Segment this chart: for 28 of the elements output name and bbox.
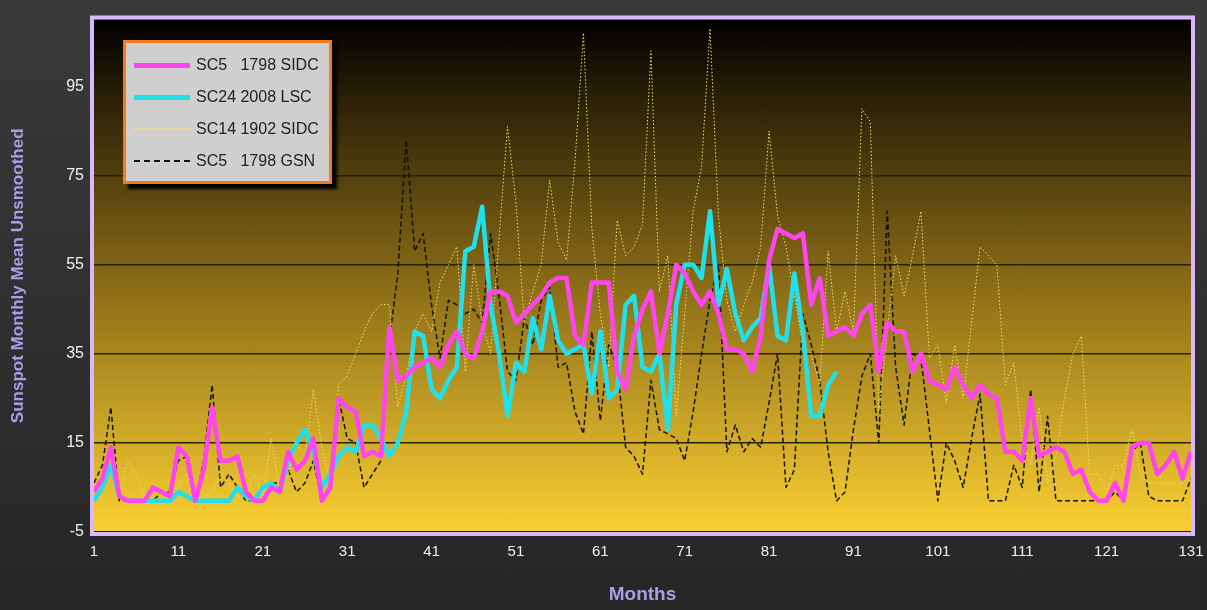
y-tick-label: 35 (66, 344, 85, 362)
x-tick-label: 51 (507, 542, 525, 560)
x-tick-label: 1 (89, 542, 99, 560)
x-tick-label: 71 (676, 542, 694, 560)
x-tick-label: 131 (1178, 542, 1204, 560)
y-tick-label: 95 (66, 76, 85, 94)
x-tick-label: 11 (170, 542, 187, 560)
x-tick-label: 21 (254, 542, 272, 560)
x-tick-label: 61 (591, 542, 609, 560)
x-tick-label: 111 (1010, 542, 1034, 560)
y-tick-label: -5 (69, 522, 85, 540)
legend-label: SC5 1798 GSN (196, 152, 316, 170)
x-tick-label: 91 (845, 542, 862, 560)
x-tick-label: 121 (1094, 542, 1120, 560)
line-series (94, 28, 1191, 502)
y-tick-label: 55 (66, 255, 85, 273)
y-axis-title: Sunspot Monthly Mean Unsmoothed (7, 128, 27, 424)
x-tick-label: 41 (423, 542, 440, 560)
y-tick-label: 15 (66, 433, 85, 451)
y-tick-label: 75 (66, 165, 85, 183)
x-tick-label: 101 (925, 542, 951, 560)
x-tick-label: 31 (338, 542, 356, 560)
legend-label: SC5 1798 SIDC (196, 56, 319, 74)
x-axis-title: Months (608, 582, 677, 604)
legend-label: SC14 1902 SIDC (196, 120, 319, 138)
line-series (94, 139, 1191, 502)
x-tick-label: 81 (760, 542, 778, 560)
legend-label: SC24 2008 LSC (196, 88, 312, 106)
